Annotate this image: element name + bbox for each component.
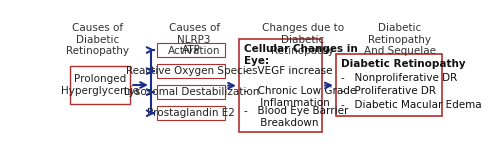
- Text: -   Chronic Low Grade: - Chronic Low Grade: [244, 86, 356, 96]
- Text: Prostaglandin E2: Prostaglandin E2: [148, 108, 236, 118]
- FancyBboxPatch shape: [158, 85, 225, 99]
- Text: Causes of
Diabetic
Retinopathy: Causes of Diabetic Retinopathy: [66, 23, 129, 56]
- Text: Inflammation: Inflammation: [244, 98, 330, 108]
- Text: -   Blood Eye Barrier: - Blood Eye Barrier: [244, 106, 348, 116]
- FancyBboxPatch shape: [239, 39, 322, 132]
- Text: Lysosomal Destabilization: Lysosomal Destabilization: [124, 87, 259, 97]
- Text: -   Nonproliferative DR: - Nonproliferative DR: [340, 73, 457, 83]
- Text: Changes due to
Diabetic
Retinopathy: Changes due to Diabetic Retinopathy: [262, 23, 344, 56]
- FancyBboxPatch shape: [70, 66, 130, 104]
- Text: -   VEGF increase: - VEGF increase: [244, 66, 332, 76]
- Text: Causes of
NLRP3
Activation: Causes of NLRP3 Activation: [168, 23, 220, 56]
- Text: Cellular Changes in: Cellular Changes in: [244, 44, 358, 54]
- Text: Prolonged
Hyperglycemia: Prolonged Hyperglycemia: [61, 74, 140, 96]
- Text: Breakdown: Breakdown: [244, 118, 318, 128]
- Text: -   Diabetic Macular Edema: - Diabetic Macular Edema: [340, 100, 482, 110]
- Text: Reactive Oxygen Species: Reactive Oxygen Species: [126, 66, 257, 76]
- Text: Diabetic
Retinopathy
And Sequelae: Diabetic Retinopathy And Sequelae: [364, 23, 436, 56]
- Text: Eye:: Eye:: [244, 56, 269, 66]
- Text: -   Proliferative DR: - Proliferative DR: [340, 86, 436, 96]
- FancyBboxPatch shape: [158, 106, 225, 120]
- FancyBboxPatch shape: [158, 64, 225, 78]
- Text: ATP: ATP: [182, 45, 201, 55]
- FancyBboxPatch shape: [158, 43, 225, 57]
- Text: Diabetic Retinopathy: Diabetic Retinopathy: [340, 59, 466, 69]
- FancyBboxPatch shape: [336, 54, 442, 116]
